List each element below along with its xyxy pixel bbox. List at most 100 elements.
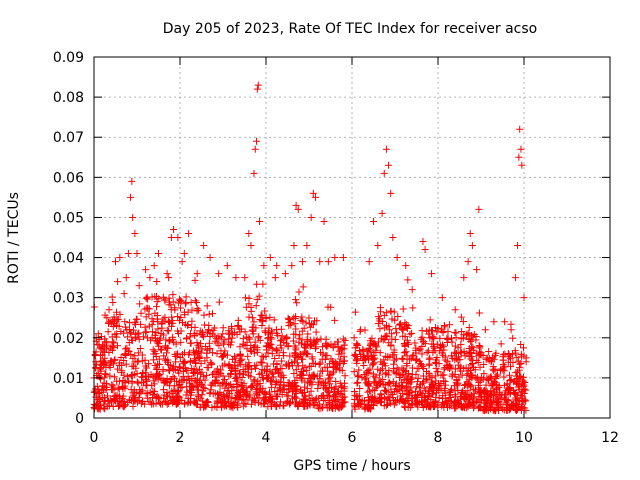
data-point <box>121 401 129 409</box>
data-point <box>217 347 225 355</box>
data-point <box>94 369 102 377</box>
data-point <box>433 368 441 376</box>
data-point <box>327 303 335 311</box>
data-point <box>188 323 196 331</box>
data-point <box>412 346 420 354</box>
data-point <box>369 370 377 378</box>
data-point <box>512 401 520 409</box>
data-point <box>408 329 416 337</box>
data-point <box>219 324 227 332</box>
data-point <box>238 386 246 394</box>
data-point <box>252 324 260 332</box>
x-axis-label: GPS time / hours <box>293 458 410 474</box>
data-point <box>116 377 124 385</box>
data-point <box>501 318 509 326</box>
data-point <box>292 394 300 402</box>
data-point <box>377 390 385 398</box>
data-point <box>382 332 390 340</box>
data-point <box>278 365 286 373</box>
data-point <box>356 327 364 335</box>
data-point <box>293 299 301 307</box>
data-point <box>148 334 156 342</box>
data-point <box>215 335 223 343</box>
data-point <box>483 354 491 362</box>
data-point <box>132 334 140 342</box>
data-point <box>136 345 144 353</box>
data-point <box>323 351 331 359</box>
data-point <box>193 270 201 278</box>
data-point <box>255 399 263 407</box>
y-tick-label: 0.06 <box>53 170 84 186</box>
data-point <box>385 161 393 169</box>
data-point <box>360 371 368 379</box>
data-point <box>413 365 421 373</box>
data-point <box>354 341 362 349</box>
data-point <box>292 398 300 406</box>
data-point <box>518 161 526 169</box>
data-point <box>300 395 308 403</box>
data-point <box>148 321 156 329</box>
data-point <box>219 362 227 370</box>
data-point <box>122 345 130 353</box>
data-point <box>259 374 267 382</box>
data-point <box>108 293 116 301</box>
data-point <box>494 405 502 413</box>
data-point <box>338 398 346 406</box>
data-point <box>336 390 344 398</box>
data-point <box>239 335 247 343</box>
data-point <box>260 262 268 270</box>
data-point <box>310 373 318 381</box>
data-point <box>258 352 266 360</box>
data-point <box>268 350 276 358</box>
data-point <box>350 351 358 359</box>
data-point <box>444 335 452 343</box>
data-point <box>94 330 102 338</box>
data-point <box>164 344 172 352</box>
data-point <box>152 328 160 336</box>
data-point <box>424 347 432 355</box>
data-point <box>364 380 372 388</box>
data-point <box>178 376 186 384</box>
data-point <box>264 349 272 357</box>
data-point <box>134 330 142 338</box>
data-point <box>155 393 163 401</box>
data-point <box>352 392 360 400</box>
data-point <box>369 360 377 368</box>
data-point <box>250 169 258 177</box>
data-point <box>510 389 518 397</box>
data-point <box>354 378 362 386</box>
data-point <box>422 375 430 383</box>
data-point <box>299 317 307 325</box>
data-point <box>457 341 465 349</box>
data-point <box>380 356 388 364</box>
data-point <box>442 381 450 389</box>
data-point <box>182 366 190 374</box>
data-point <box>210 369 218 377</box>
data-point <box>202 342 210 350</box>
data-point <box>146 274 154 282</box>
data-point <box>234 316 242 324</box>
data-point <box>116 401 124 409</box>
data-point <box>475 309 483 317</box>
data-point <box>253 346 261 354</box>
data-point <box>167 376 175 384</box>
data-point <box>310 317 318 325</box>
data-point <box>380 169 388 177</box>
data-point <box>271 354 279 362</box>
data-point <box>214 394 222 402</box>
data-point <box>458 371 466 379</box>
data-point <box>286 318 294 326</box>
data-point <box>299 258 307 266</box>
data-point <box>297 340 305 348</box>
data-point <box>277 398 285 406</box>
data-point <box>125 348 133 356</box>
data-point <box>514 242 522 250</box>
data-point <box>292 366 300 374</box>
data-point <box>295 288 303 296</box>
data-point <box>149 346 157 354</box>
data-point <box>441 323 449 331</box>
data-point <box>509 359 517 367</box>
data-point <box>454 356 462 364</box>
data-point <box>271 274 279 282</box>
data-point <box>100 379 108 387</box>
